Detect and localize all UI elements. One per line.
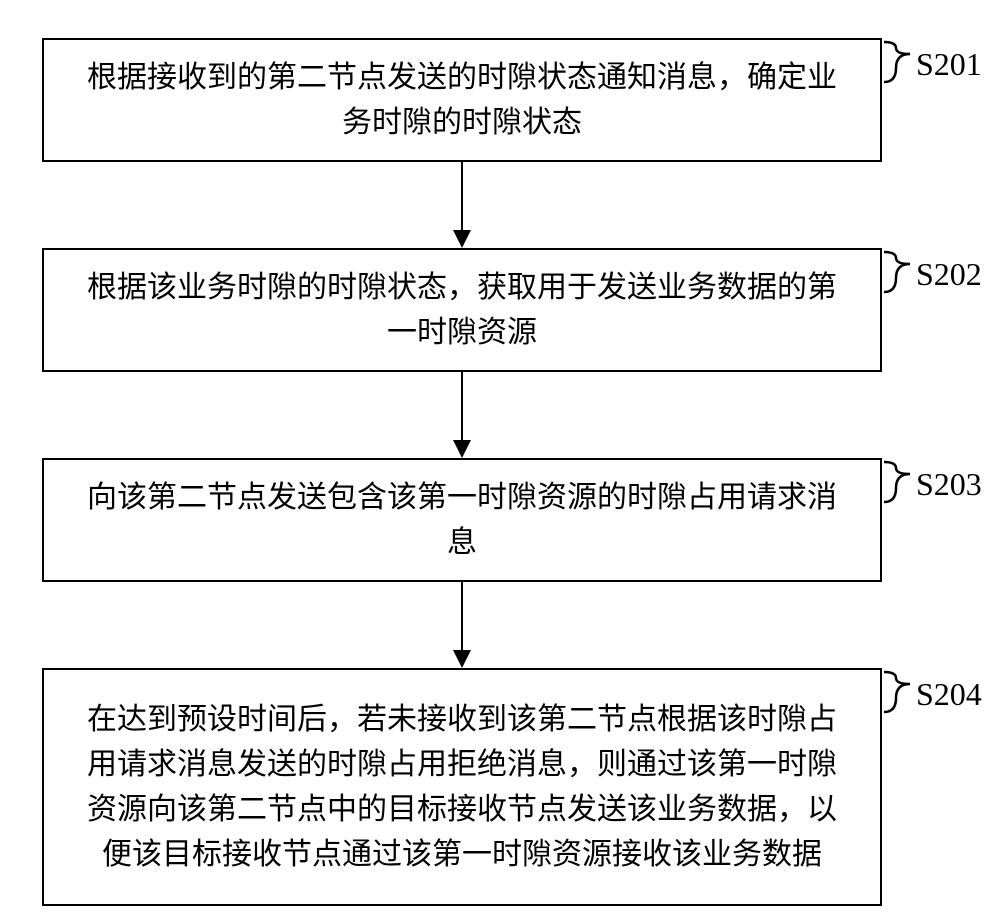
- step-box-s203: 向该第二节点发送包含该第一时隙资源的时隙占用请求消息: [42, 458, 882, 582]
- step-text: 根据接收到的第二节点发送的时隙状态通知消息，确定业务时隙的时隙状态: [78, 55, 846, 145]
- arrow-3-line: [461, 582, 463, 650]
- brace-s202: [882, 250, 912, 294]
- arrow-3-head: [453, 650, 471, 668]
- step-label-s201: S201: [916, 46, 982, 83]
- step-label-s203: S203: [916, 466, 982, 503]
- flowchart-canvas: 根据接收到的第二节点发送的时隙状态通知消息，确定业务时隙的时隙状态 S201 根…: [0, 0, 1000, 916]
- step-text: 向该第二节点发送包含该第一时隙资源的时隙占用请求消息: [78, 475, 846, 565]
- arrow-1-head: [453, 230, 471, 248]
- step-text: 根据该业务时隙的时隙状态，获取用于发送业务数据的第一时隙资源: [78, 265, 846, 355]
- arrow-2-head: [453, 440, 471, 458]
- step-box-s204: 在达到预设时间后，若未接收到该第二节点根据该时隙占用请求消息发送的时隙占用拒绝消…: [42, 668, 882, 906]
- brace-s201: [882, 40, 912, 84]
- step-text: 在达到预设时间后，若未接收到该第二节点根据该时隙占用请求消息发送的时隙占用拒绝消…: [78, 697, 846, 877]
- step-label-s204: S204: [916, 676, 982, 713]
- arrow-1-line: [461, 162, 463, 230]
- brace-s204: [882, 670, 912, 714]
- step-label-s202: S202: [916, 256, 982, 293]
- arrow-2-line: [461, 372, 463, 440]
- step-box-s202: 根据该业务时隙的时隙状态，获取用于发送业务数据的第一时隙资源: [42, 248, 882, 372]
- brace-s203: [882, 460, 912, 504]
- step-box-s201: 根据接收到的第二节点发送的时隙状态通知消息，确定业务时隙的时隙状态: [42, 38, 882, 162]
